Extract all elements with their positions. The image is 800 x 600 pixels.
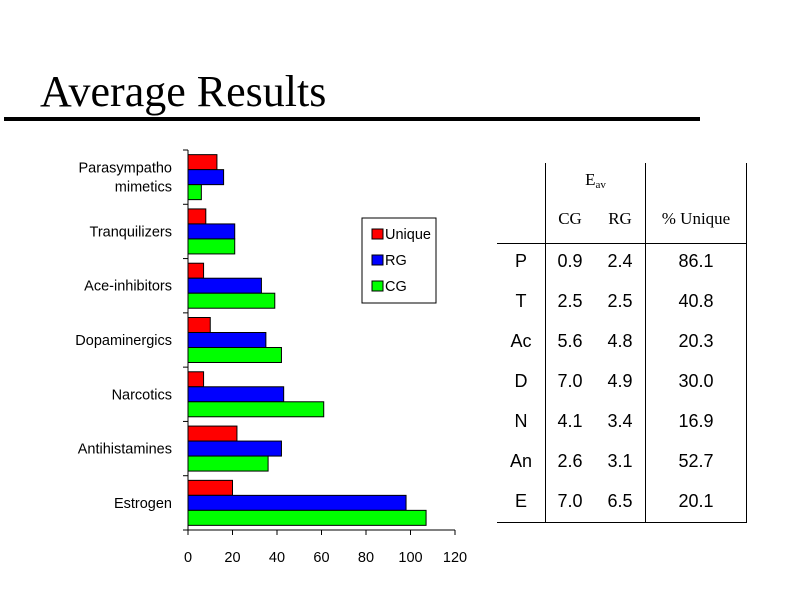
bar-rg-1 xyxy=(187,223,236,240)
x-tick-label: 20 xyxy=(224,550,240,566)
bar-unique-0 xyxy=(187,154,218,171)
legend-swatch-rg xyxy=(371,254,384,266)
legend-swatch-unique xyxy=(371,228,384,240)
bar-cg-6 xyxy=(187,509,427,526)
bar-cg-2 xyxy=(187,292,276,309)
y-category-label-line: Tranquilizers xyxy=(90,224,172,240)
y-category-label: Parasympatho mimetics xyxy=(79,161,173,196)
bar-rg-2 xyxy=(187,277,262,294)
legend-label: CG xyxy=(385,279,407,295)
x-tick-label: 60 xyxy=(313,550,329,566)
x-tick-label: 80 xyxy=(358,550,374,566)
y-category-label: Estrogen xyxy=(114,496,172,512)
y-category-label-line: Parasympatho xyxy=(79,161,173,177)
y-category-label-line: Estrogen xyxy=(114,496,172,512)
bar-cg-3 xyxy=(187,347,282,363)
y-category-label-line: Ace-inhibitors xyxy=(84,279,172,295)
bar-rg-5 xyxy=(187,440,282,457)
y-category-label-line: Antihistamines xyxy=(78,442,172,458)
bar-unique-5 xyxy=(187,425,238,442)
bar-rg-3 xyxy=(187,332,267,348)
bar-unique-2 xyxy=(187,262,205,279)
bar-cg-5 xyxy=(187,455,269,472)
legend-label: Unique xyxy=(385,227,431,243)
title-underline xyxy=(4,117,700,121)
bar-unique-4 xyxy=(187,371,205,388)
bar-rg-0 xyxy=(187,169,225,186)
x-tick-label: 0 xyxy=(184,550,192,566)
bar-unique-1 xyxy=(187,208,207,225)
bar-unique-6 xyxy=(187,479,233,496)
legend-label: RG xyxy=(385,253,407,269)
y-category-label-line: Narcotics xyxy=(112,387,172,403)
y-category-label: Antihistamines xyxy=(78,442,172,458)
bar-cg-4 xyxy=(187,401,325,418)
bar-cg-0 xyxy=(187,184,202,201)
bar-rg-6 xyxy=(187,494,407,511)
y-category-label: Ace-inhibitors xyxy=(84,279,172,295)
bar-unique-3 xyxy=(187,317,211,333)
legend-swatch-cg xyxy=(371,280,384,292)
x-tick-label: 100 xyxy=(398,550,422,566)
y-category-label-line: mimetics xyxy=(115,180,172,196)
y-category-label: Dopaminergics xyxy=(75,333,172,349)
y-category-label: Tranquilizers xyxy=(90,224,172,240)
y-category-label-line: Dopaminergics xyxy=(75,333,172,349)
y-category-label: Narcotics xyxy=(112,387,172,403)
x-tick-label: 40 xyxy=(269,550,285,566)
page-title: Average Results xyxy=(40,67,327,116)
x-tick-label: 120 xyxy=(443,550,467,566)
bar-rg-4 xyxy=(187,386,285,403)
bar-cg-1 xyxy=(187,238,236,255)
